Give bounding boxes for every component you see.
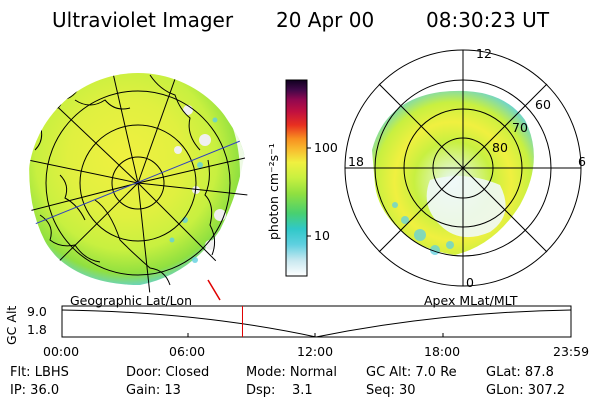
mlt-label-12: 12 bbox=[476, 46, 492, 61]
altitude-tick-1-8: 1.8 bbox=[27, 322, 47, 337]
mlt-label-18: 18 bbox=[348, 154, 364, 169]
time-tick-0600: 06:00 bbox=[169, 344, 206, 359]
mlat-grid bbox=[344, 49, 582, 287]
aurora-emission bbox=[29, 73, 245, 285]
apex-map bbox=[344, 49, 582, 287]
time-tick-1800: 18:00 bbox=[424, 344, 461, 359]
coastlines bbox=[34, 74, 216, 286]
mlat-label-80: 80 bbox=[492, 140, 508, 155]
status-door: Door: Closed bbox=[126, 365, 210, 380]
status-gain: Gain: 13 bbox=[126, 383, 181, 398]
mlt-label-6: 6 bbox=[578, 154, 586, 169]
date-label: 20 Apr 00 bbox=[276, 8, 375, 32]
status-glat: GLat: 87.8 bbox=[486, 365, 554, 380]
colorbar-tick-10: 10 bbox=[314, 228, 330, 243]
altitude-tick-9: 9.0 bbox=[27, 304, 47, 319]
time-tick-0000: 00:00 bbox=[43, 344, 80, 359]
colorbar-tick-100: 100 bbox=[314, 140, 338, 155]
terminator-line bbox=[28, 134, 248, 231]
altitude-trace bbox=[61, 309, 572, 338]
sun-direction-marker bbox=[207, 279, 221, 301]
time-tick-1200: 12:00 bbox=[297, 344, 334, 359]
altitude-axis-label: GC Alt bbox=[4, 305, 19, 345]
mlt-label-0: 0 bbox=[466, 275, 474, 290]
mlat-label-60: 60 bbox=[535, 97, 551, 112]
geographic-map bbox=[28, 73, 248, 301]
status-filter: Flt: LBHS bbox=[10, 365, 69, 380]
status-ip: IP: 36.0 bbox=[10, 383, 60, 398]
instrument-title: Ultraviolet Imager bbox=[52, 8, 234, 32]
time-tick-2359: 23:59 bbox=[553, 344, 590, 359]
status-mode: Mode: Normal bbox=[246, 365, 337, 380]
time-label: 08:30:23 UT bbox=[426, 8, 550, 32]
left-panel-caption: Geographic Lat/Lon bbox=[70, 293, 192, 308]
altitude-strip bbox=[61, 305, 572, 338]
right-panel-caption: Apex MLat/MLT bbox=[424, 293, 518, 308]
colorbar bbox=[285, 79, 311, 277]
colorbar-unit-label: photon cm⁻²s⁻¹ bbox=[266, 143, 281, 240]
geo-grid bbox=[28, 73, 248, 293]
status-dsp: Dsp: 3.1 bbox=[246, 383, 313, 398]
mlat-label-70: 70 bbox=[512, 120, 528, 135]
status-glon: GLon: 307.2 bbox=[486, 383, 566, 398]
status-gc-alt: GC Alt: 7.0 Re bbox=[366, 365, 457, 380]
status-seq: Seq: 30 bbox=[366, 383, 416, 398]
